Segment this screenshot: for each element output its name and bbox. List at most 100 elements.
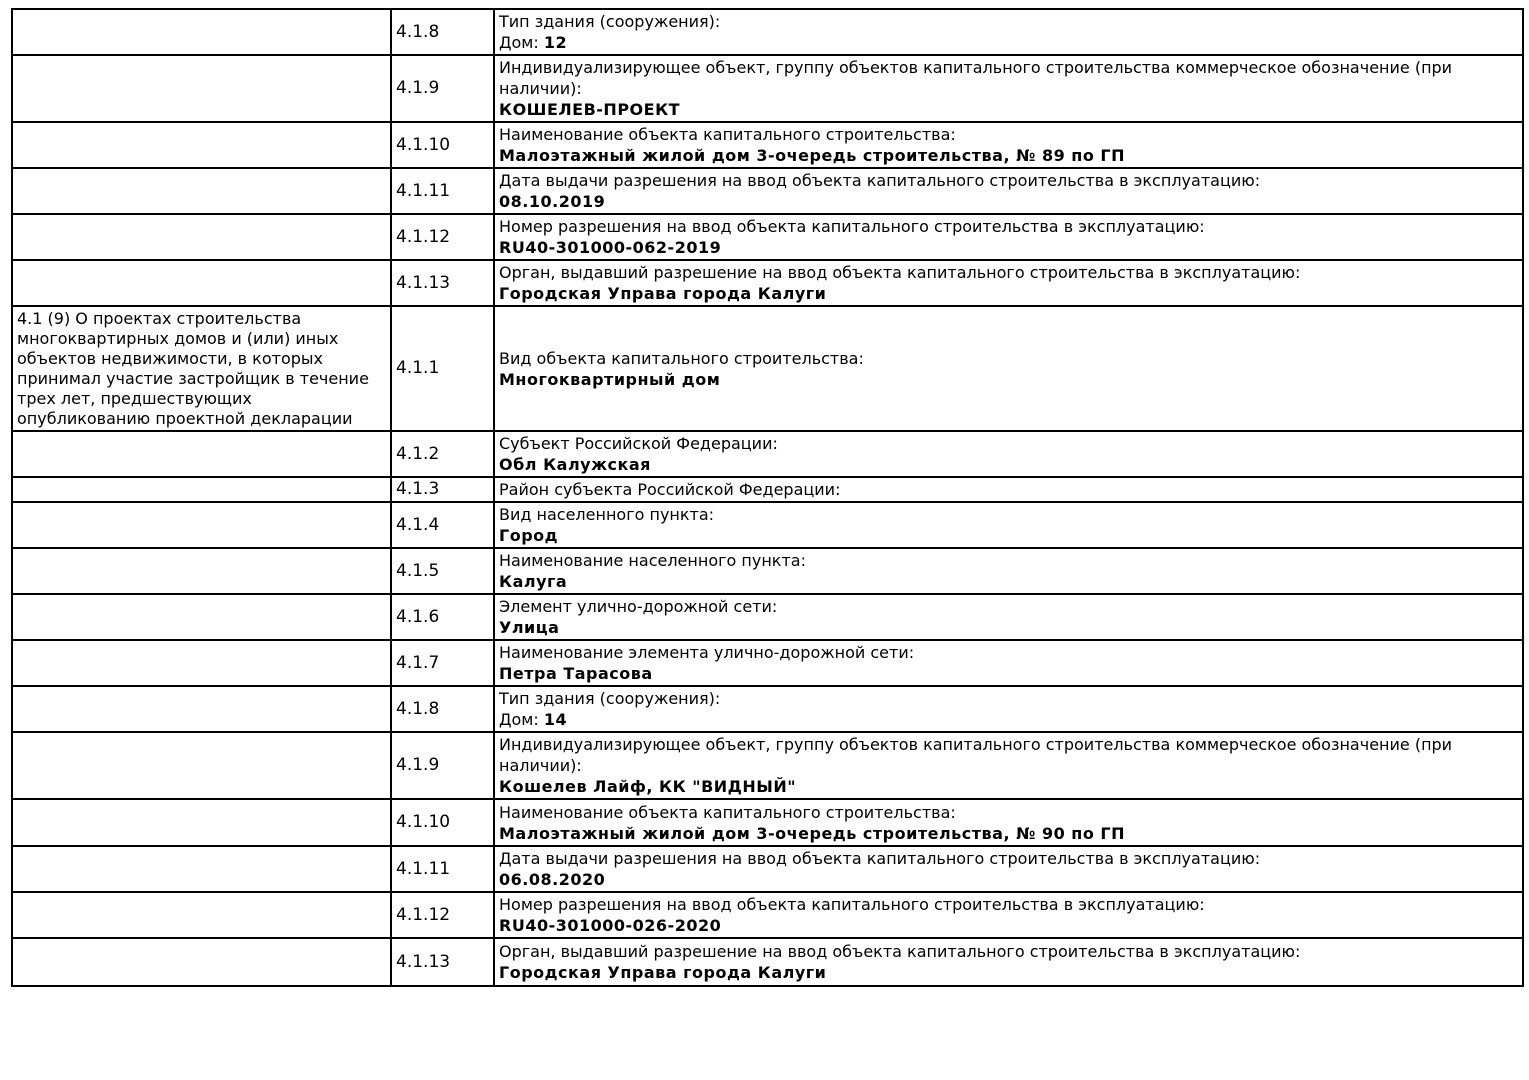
field-label: Орган, выдавший разрешение на ввод объек… <box>499 942 1301 961</box>
code-cell: 4.1.12 <box>390 213 495 261</box>
code-cell: 4.1.4 <box>390 501 495 549</box>
code-cell: 4.1.9 <box>390 731 495 800</box>
field-value: Кошелев Лайф, КК "ВИДНЫЙ" <box>499 777 797 796</box>
value-cell: Индивидуализирующее объект, группу объек… <box>493 731 1524 800</box>
left-cell-empty <box>11 259 392 307</box>
field-label: Дата выдачи разрешения на ввод объекта к… <box>499 849 1261 868</box>
field-value: RU40-301000-026-2020 <box>499 916 722 935</box>
value-cell: Элемент улично-дорожной сети: Улица <box>493 593 1524 641</box>
value-cell: Номер разрешения на ввод объекта капитал… <box>493 213 1524 261</box>
field-label: Элемент улично-дорожной сети: <box>499 597 778 616</box>
left-cell-empty <box>11 547 392 595</box>
field-value: Город <box>499 526 559 545</box>
value-cell: Номер разрешения на ввод объекта капитал… <box>493 891 1524 939</box>
value-cell: Наименование объекта капитального строит… <box>493 121 1524 169</box>
field-label: Наименование элемента улично-дорожной се… <box>499 643 915 662</box>
table-row: 4.1.7 Наименование элемента улично-дорож… <box>11 639 1524 687</box>
field-label: Орган, выдавший разрешение на ввод объек… <box>499 263 1301 282</box>
left-cell-empty <box>11 213 392 261</box>
table-row: 4.1.11 Дата выдачи разрешения на ввод об… <box>11 167 1524 215</box>
value-cell: Район субъекта Российской Федерации: <box>493 476 1524 503</box>
table-row: 4.1 (9) О проектах строительства многокв… <box>11 305 1524 432</box>
field-label: Тип здания (сооружения): <box>499 12 721 31</box>
value-cell: Наименование населенного пункта: Калуга <box>493 547 1524 595</box>
code-cell: 4.1.7 <box>390 639 495 687</box>
left-cell-empty <box>11 167 392 215</box>
field-label: Район субъекта Российской Федерации: <box>499 480 841 499</box>
table-row: 4.1.8 Тип здания (сооружения): Дом: 12 <box>11 8 1524 56</box>
left-cell-empty <box>11 476 392 503</box>
field-value: Многоквартирный дом <box>499 369 721 389</box>
field-value: Городская Управа города Калуги <box>499 284 827 303</box>
value-cell: Наименование элемента улично-дорожной се… <box>493 639 1524 687</box>
table-row: 4.1.4 Вид населенного пункта: Город <box>11 501 1524 549</box>
value-cell: Дата выдачи разрешения на ввод объекта к… <box>493 167 1524 215</box>
value-cell: Вид населенного пункта: Город <box>493 501 1524 549</box>
field-label: Наименование объекта капитального строит… <box>499 802 956 822</box>
left-cell-empty <box>11 8 392 56</box>
table-row: 4.1.11 Дата выдачи разрешения на ввод об… <box>11 845 1524 893</box>
code-cell: 4.1.11 <box>390 167 495 215</box>
field-label: Дата выдачи разрешения на ввод объекта к… <box>499 171 1261 190</box>
table-row: 4.1.3 Район субъекта Российской Федераци… <box>11 476 1524 503</box>
code-cell: 4.1.8 <box>390 685 495 733</box>
table-row: 4.1.9 Индивидуализирующее объект, группу… <box>11 731 1524 800</box>
code-cell: 4.1.10 <box>390 798 495 847</box>
field-value: Дом: 14 <box>499 710 568 729</box>
field-value: КОШЕЛЕВ-ПРОЕКТ <box>499 100 681 119</box>
field-value: RU40-301000-062-2019 <box>499 238 722 257</box>
table-row: 4.1.6 Элемент улично-дорожной сети: Улиц… <box>11 593 1524 641</box>
section-header-cell: 4.1 (9) О проектах строительства многокв… <box>11 305 392 432</box>
value-cell: Орган, выдавший разрешение на ввод объек… <box>493 259 1524 307</box>
field-label: Номер разрешения на ввод объекта капитал… <box>499 217 1205 236</box>
left-cell-empty <box>11 891 392 939</box>
value-cell: Индивидуализирующее объект, группу объек… <box>493 54 1524 123</box>
value-cell: Дата выдачи разрешения на ввод объекта к… <box>493 845 1524 893</box>
field-label: Индивидуализирующее объект, группу объек… <box>499 58 1453 98</box>
field-value: 08.10.2019 <box>499 192 606 211</box>
field-value: Петра Тарасова <box>499 664 653 683</box>
left-cell-empty <box>11 593 392 641</box>
left-cell-empty <box>11 845 392 893</box>
table-row: 4.1.12 Номер разрешения на ввод объекта … <box>11 891 1524 939</box>
code-cell: 4.1.9 <box>390 54 495 123</box>
table-row: 4.1.9 Индивидуализирующее объект, группу… <box>11 54 1524 123</box>
table-row: 4.1.13 Орган, выдавший разрешение на вво… <box>11 259 1524 307</box>
field-value: Калуга <box>499 572 568 591</box>
table-row: 4.1.5 Наименование населенного пункта: К… <box>11 547 1524 595</box>
left-cell-empty <box>11 121 392 169</box>
value-cell: Субъект Российской Федерации: Обл Калужс… <box>493 430 1524 478</box>
field-label: Индивидуализирующее объект, группу объек… <box>499 735 1453 775</box>
code-cell: 4.1.12 <box>390 891 495 939</box>
code-cell: 4.1.6 <box>390 593 495 641</box>
code-cell: 4.1.1 <box>390 305 495 432</box>
field-value: Городская Управа города Калуги <box>499 963 827 982</box>
code-cell: 4.1.3 <box>390 476 495 503</box>
value-cell: Тип здания (сооружения): Дом: 12 <box>493 8 1524 56</box>
field-value: Малоэтажный жилой дом 3-очередь строител… <box>499 146 1125 165</box>
field-value: 06.08.2020 <box>499 870 606 889</box>
left-cell-empty <box>11 798 392 847</box>
table-row: 4.1.10 Наименование объекта капитального… <box>11 798 1524 847</box>
table-row: 4.1.2 Субъект Российской Федерации: Обл … <box>11 430 1524 478</box>
table-row: 4.1.8 Тип здания (сооружения): Дом: 14 <box>11 685 1524 733</box>
code-cell: 4.1.13 <box>390 259 495 307</box>
code-cell: 4.1.10 <box>390 121 495 169</box>
code-cell: 4.1.8 <box>390 8 495 56</box>
code-cell: 4.1.11 <box>390 845 495 893</box>
field-value: Малоэтажный жилой дом 3-очередь строител… <box>499 823 1125 843</box>
field-value: Дом: 12 <box>499 33 568 52</box>
left-cell-empty <box>11 685 392 733</box>
value-cell: Орган, выдавший разрешение на ввод объек… <box>493 937 1524 987</box>
field-label: Наименование объекта капитального строит… <box>499 125 956 144</box>
value-cell: Тип здания (сооружения): Дом: 14 <box>493 685 1524 733</box>
field-label: Вид населенного пункта: <box>499 505 715 524</box>
value-cell: Наименование объекта капитального строит… <box>493 798 1524 847</box>
field-label: Тип здания (сооружения): <box>499 689 721 708</box>
table-row: 4.1.10 Наименование объекта капитального… <box>11 121 1524 169</box>
field-label: Вид объекта капитального строительства: <box>499 348 864 368</box>
field-label: Наименование населенного пункта: <box>499 551 806 570</box>
value-cell: Вид объекта капитального строительства: … <box>493 305 1524 432</box>
left-cell-empty <box>11 937 392 987</box>
